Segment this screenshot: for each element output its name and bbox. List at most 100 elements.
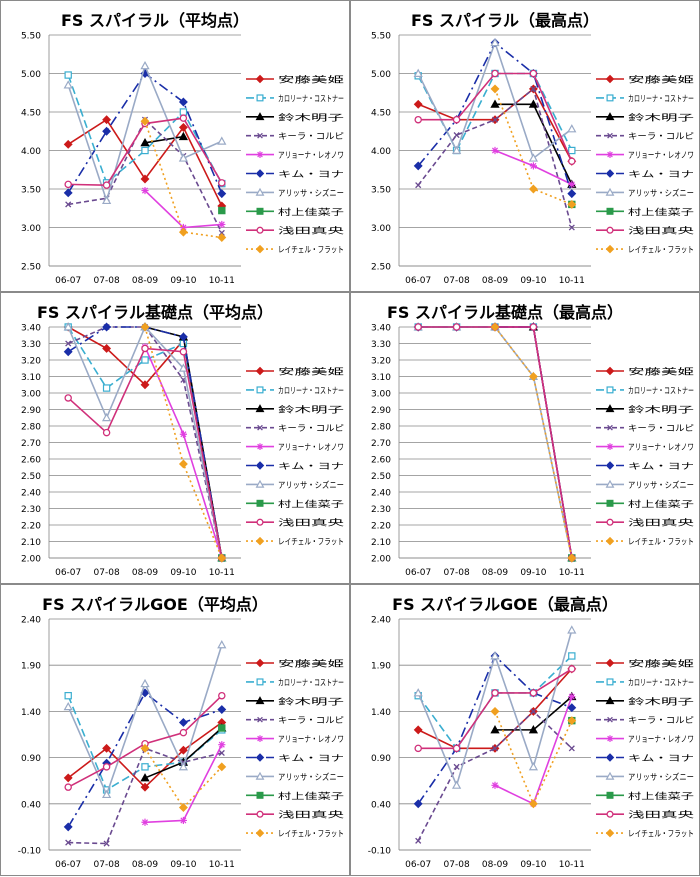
data-point	[529, 69, 538, 78]
legend-entry: 安藤美姫	[596, 74, 695, 86]
legend-marker	[606, 810, 614, 818]
data-point	[530, 85, 537, 92]
legend-marker	[605, 696, 615, 705]
series-line	[417, 655, 573, 750]
data-point	[140, 174, 150, 184]
data-point	[178, 363, 189, 372]
series-6	[63, 688, 227, 832]
y-tick-label: 3.30	[371, 340, 391, 350]
y-tick-label: 0.90	[21, 754, 41, 764]
data-point	[63, 347, 73, 357]
chart-title: FS スパイラル基礎点（平均点）	[37, 303, 273, 322]
data-point	[179, 108, 188, 116]
data-point	[414, 115, 422, 124]
chart-svg: FS スパイラルGOE（平均点） -0.10 0.40 0.90 1.40 1.90 2.4…	[18, 595, 345, 870]
legend-label: レイチェル・フラット	[628, 829, 694, 840]
y-tick-label: 2.60	[21, 456, 41, 466]
legend-entry: レイチェル・フラット	[596, 245, 694, 256]
legend-marker	[255, 244, 265, 254]
legend-label: 浅田真央	[278, 225, 345, 237]
y-tick-label: 2.40	[371, 616, 391, 626]
legend-label: 村上佳菜子	[628, 498, 695, 510]
series-10	[140, 322, 227, 563]
legend-entry: 浅田真央	[246, 225, 345, 237]
series-10	[490, 706, 577, 809]
legend-label: 村上佳菜子	[278, 206, 345, 218]
y-tick-label: 4.00	[371, 147, 391, 157]
legend-marker	[606, 735, 614, 742]
x-tick-label: 07-08	[94, 276, 120, 286]
x-tick-label: 08-09	[132, 276, 158, 286]
legend-marker	[605, 461, 615, 470]
legend-marker	[605, 74, 615, 84]
y-tick-label: 5.00	[371, 70, 391, 80]
legend-label: カロリーナ・コストナー	[278, 385, 344, 396]
data-point	[413, 99, 423, 109]
data-point	[491, 689, 499, 697]
legend-label: アリッサ・シズニー	[628, 187, 694, 199]
data-point	[491, 116, 499, 123]
y-tick-label: 2.00	[371, 555, 391, 565]
y-tick-label: 2.30	[371, 505, 391, 515]
data-point	[140, 380, 150, 390]
data-point	[140, 137, 150, 147]
legend-entry: カロリーナ・コストナー	[246, 385, 344, 396]
y-tick-label: 2.20	[371, 522, 391, 532]
x-tick-label: 09-10	[520, 568, 546, 578]
data-point	[490, 84, 500, 94]
data-point	[64, 783, 72, 791]
legend-entry: レイチェル・フラット	[246, 829, 344, 840]
legend-entry: レイチェル・フラット	[246, 245, 344, 256]
data-point	[490, 322, 500, 332]
legend-marker	[605, 169, 615, 178]
series-10	[140, 743, 227, 812]
legend-label: キーラ・コルピ	[628, 715, 694, 726]
legend-entry: アリョーナ・レオノワ	[596, 442, 694, 453]
y-tick-label: 3.30	[21, 340, 41, 350]
y-tick-label: 3.40	[21, 324, 41, 334]
legend-entry: キム・ヨナ	[596, 753, 694, 764]
series-5	[141, 343, 226, 562]
data-point	[528, 372, 538, 381]
y-tick-label: 1.40	[371, 708, 391, 718]
x-tick-label: 10-11	[209, 568, 235, 578]
chart-title: FS スパイラルGOE（最高点）	[392, 595, 618, 614]
legend-entry: 村上佳菜子	[596, 206, 695, 218]
data-point	[218, 229, 225, 236]
legend-marker	[255, 479, 265, 488]
data-point	[63, 773, 73, 783]
legend-entry: 安藤美姫	[246, 658, 345, 670]
legend-label: 鈴木明子	[278, 111, 345, 123]
series-line	[144, 189, 222, 229]
data-point	[453, 763, 460, 770]
data-point	[528, 153, 539, 162]
legend-marker	[255, 112, 265, 121]
data-point	[529, 689, 538, 697]
x-tick-label: 06-07	[405, 568, 431, 578]
legend-label: 村上佳菜子	[628, 790, 695, 802]
data-point	[491, 146, 499, 155]
x-tick-label: 10-11	[559, 568, 585, 578]
y-tick-label: 5.50	[371, 32, 391, 42]
legend-marker	[255, 169, 265, 178]
x-tick-label: 06-07	[55, 568, 81, 578]
y-tick-label: 0.40	[21, 800, 41, 810]
data-point	[141, 356, 149, 364]
legend-entry: 鈴木明子	[596, 111, 695, 123]
y-tick-label: 3.00	[371, 224, 391, 234]
data-point	[452, 115, 461, 124]
data-point	[218, 724, 226, 732]
y-tick-label: 1.40	[21, 708, 41, 718]
legend-entry: 鈴木明子	[246, 111, 345, 123]
data-point	[65, 340, 72, 347]
legend-marker	[255, 536, 265, 546]
legend-marker	[255, 74, 265, 84]
data-point	[63, 188, 73, 198]
legend-entry: 安藤美姫	[246, 74, 345, 86]
data-point	[102, 428, 111, 437]
series-10	[140, 116, 227, 242]
data-point	[415, 182, 422, 189]
data-point	[101, 195, 112, 205]
data-point	[528, 799, 538, 809]
legend-marker	[606, 94, 614, 102]
